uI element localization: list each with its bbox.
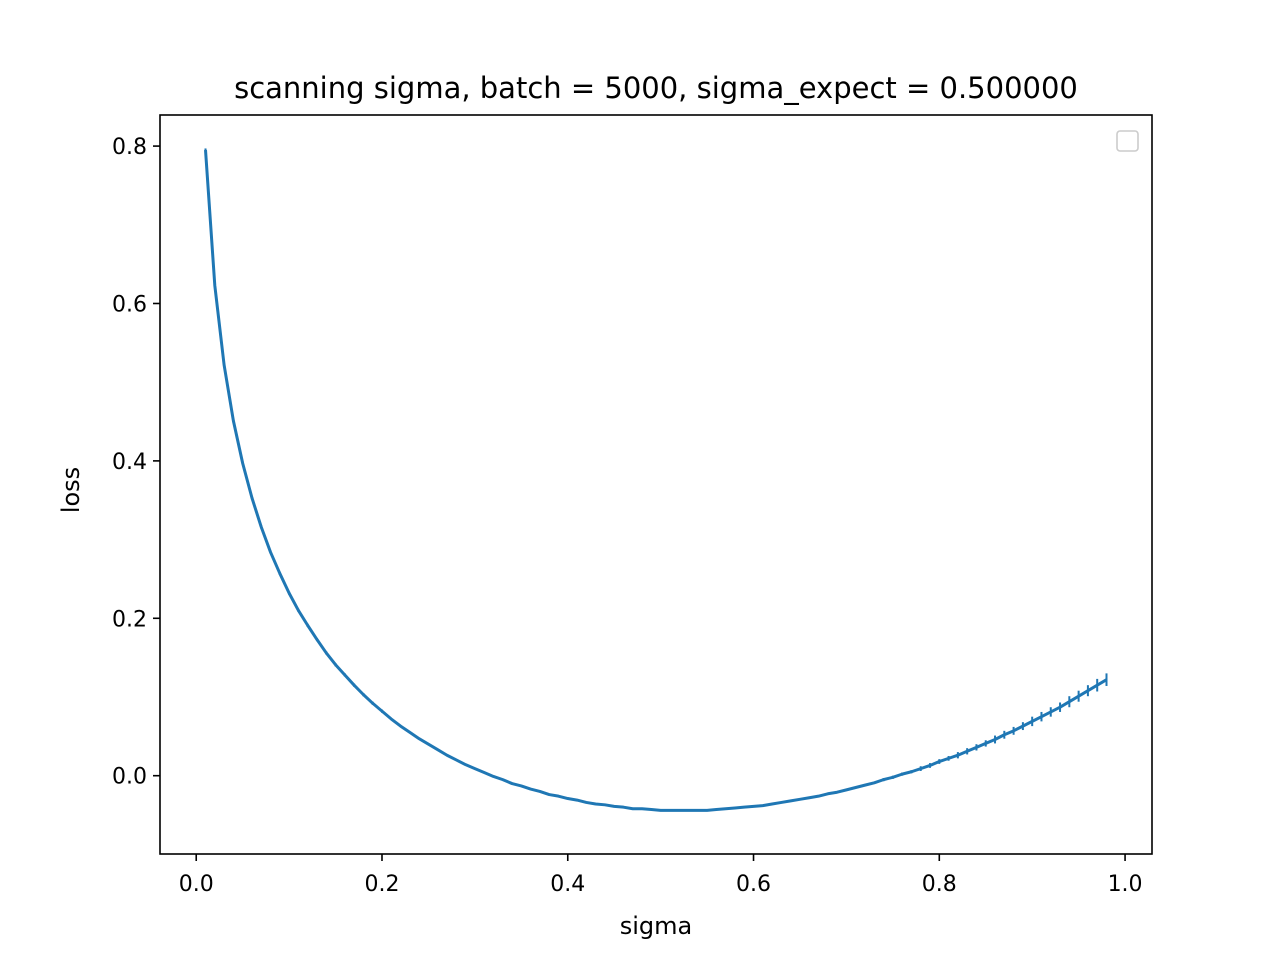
x-axis-label: sigma — [620, 912, 693, 940]
plot-area — [204, 148, 1108, 812]
loss-line — [204, 149, 1108, 812]
y-tick-label: 0.8 — [112, 135, 147, 160]
legend-box — [1116, 130, 1139, 152]
y-axis: 0.0 0.2 0.4 0.6 0.8 — [112, 135, 160, 790]
axes-frame — [159, 114, 1153, 855]
x-tick-label: 0.2 — [364, 872, 399, 897]
y-tick-label: 0.6 — [112, 292, 147, 317]
x-tick-label: 0.0 — [179, 872, 214, 897]
y-tick-label: 0.0 — [112, 765, 147, 790]
y-tick-label: 0.4 — [112, 450, 147, 475]
x-tick-label: 0.8 — [922, 872, 957, 897]
y-tick-label: 0.2 — [112, 607, 147, 632]
chart-title: scanning sigma, batch = 5000, sigma_expe… — [234, 71, 1078, 105]
x-tick-label: 0.4 — [550, 872, 585, 897]
x-axis: 0.0 0.2 0.4 0.6 0.8 1.0 — [179, 854, 1143, 897]
x-tick-label: 1.0 — [1108, 872, 1143, 897]
y-axis-label: loss — [57, 467, 85, 513]
x-tick-label: 0.6 — [736, 872, 771, 897]
